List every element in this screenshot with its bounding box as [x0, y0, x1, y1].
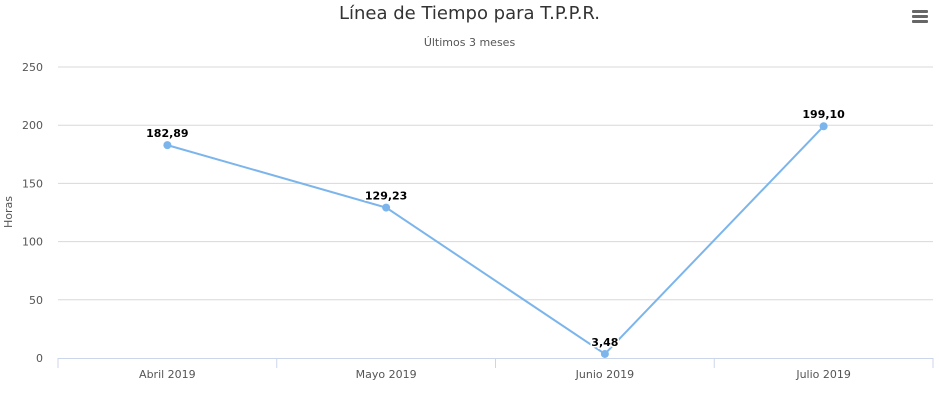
x-tick-label: Abril 2019 — [139, 368, 196, 381]
chart-title: Línea de Tiempo para T.P.P.R. — [338, 3, 601, 24]
y-tick-label: 100 — [22, 236, 43, 249]
x-tick-label: Julio 2019 — [795, 368, 851, 381]
data-label: 199,10 — [802, 108, 845, 121]
data-label: 129,23 — [365, 190, 407, 203]
data-label: 3,48 — [591, 336, 618, 349]
y-axis-label: Horas — [2, 196, 15, 228]
chart-subtitle: Últimos 3 meses — [423, 36, 516, 49]
data-point — [600, 349, 609, 358]
series-line — [167, 125, 825, 356]
y-tick-label: 0 — [36, 352, 43, 365]
data-point — [382, 203, 391, 212]
y-tick-label: 150 — [22, 177, 43, 190]
x-tick-label: Mayo 2019 — [356, 368, 417, 381]
data-point — [819, 122, 828, 131]
hamburger-menu-icon[interactable] — [912, 10, 928, 24]
data-point — [163, 141, 172, 150]
y-tick-label: 250 — [22, 61, 43, 74]
y-tick-label: 50 — [29, 294, 43, 307]
data-label: 182,89 — [146, 127, 188, 140]
x-tick-label: Junio 2019 — [575, 368, 634, 381]
y-tick-label: 200 — [22, 119, 43, 132]
